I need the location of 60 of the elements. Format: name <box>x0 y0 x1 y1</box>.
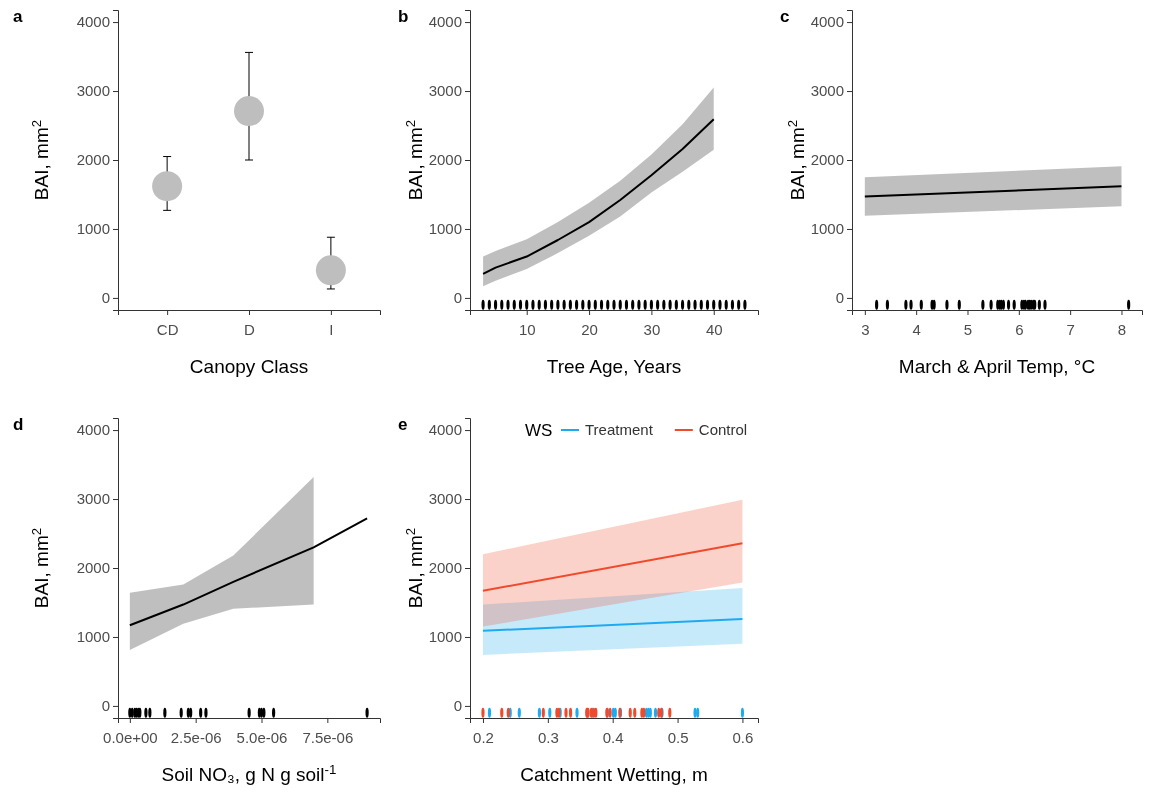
y-tick-label: 4000 <box>428 13 462 31</box>
legend-label: Control <box>698 421 748 438</box>
y-tick-label: 1000 <box>428 220 462 238</box>
y-tick-label: 1000 <box>428 628 462 646</box>
y-tick-label: 2000 <box>76 151 110 169</box>
x-tick-label: 30 <box>643 320 661 338</box>
x-tick-label: 0.3 <box>537 728 559 746</box>
x-tick-label: 0.0e+00 <box>103 728 158 746</box>
chart-title: d <box>13 415 24 434</box>
x-tick-label: 5.0e-06 <box>236 728 288 746</box>
y-tick-label: 4000 <box>810 13 844 31</box>
y-tick-label: 2000 <box>810 151 844 169</box>
legend-label: Treatment <box>585 421 654 438</box>
chart-title: c <box>780 7 790 26</box>
y-tick-label: 2000 <box>428 559 462 577</box>
x-tick-label: 40 <box>705 320 723 338</box>
x-tick-label: 0.2 <box>473 728 494 746</box>
x-tick-label: 4 <box>912 320 921 338</box>
x-axis-title: Catchment Wetting, m <box>520 764 708 785</box>
y-tick-label: 3000 <box>76 490 110 508</box>
x-tick-label: CD <box>156 320 179 338</box>
y-tick-label: 1000 <box>76 628 110 646</box>
y-tick-label: 3000 <box>428 490 462 508</box>
y-tick-label: 3000 <box>76 82 110 100</box>
y-tick-label: 4000 <box>428 421 462 439</box>
x-tick-label: 6 <box>1015 320 1024 338</box>
x-tick-label: 2.5e-06 <box>170 728 222 746</box>
y-tick-label: 0 <box>835 289 844 307</box>
y-tick-label: 0 <box>453 697 462 715</box>
y-tick-label: 3000 <box>428 82 462 100</box>
x-tick-label: I <box>329 320 334 338</box>
x-tick-label: 8 <box>1117 320 1127 338</box>
x-tick-label: 7 <box>1066 320 1075 338</box>
y-tick-label: 0 <box>453 289 462 307</box>
x-axis-title: March & April Temp, °C <box>898 356 1096 377</box>
chart-title: b <box>398 7 409 26</box>
y-tick-label: 3000 <box>810 82 844 100</box>
x-tick-label: 0.6 <box>732 728 754 746</box>
x-tick-label: 10 <box>518 320 536 338</box>
chart-title: e <box>398 415 408 434</box>
x-axis-title: Soil NO₃, g N g soil$^{-1}$ <box>161 761 337 785</box>
y-tick-label: 2000 <box>76 559 110 577</box>
legend-title: WS <box>525 421 553 440</box>
y-tick-label: 1000 <box>76 220 110 238</box>
y-tick-label: 0 <box>101 289 110 307</box>
x-tick-label: 20 <box>581 320 598 338</box>
y-tick-label: 2000 <box>428 151 462 169</box>
y-tick-label: 4000 <box>76 421 110 439</box>
x-tick-label: 0.4 <box>602 728 624 746</box>
chart-title: a <box>13 7 23 26</box>
x-tick-label: 5 <box>963 320 973 338</box>
y-tick-label: 1000 <box>810 220 844 238</box>
x-tick-label: 7.5e-06 <box>302 728 354 746</box>
x-tick-label: 3 <box>861 320 870 338</box>
y-tick-label: 4000 <box>76 13 110 31</box>
y-tick-label: 0 <box>101 697 110 715</box>
x-tick-label: 0.5 <box>667 728 689 746</box>
x-axis-title: Tree Age, Years <box>546 356 682 377</box>
x-tick-label: D <box>244 320 256 338</box>
x-axis-title: Canopy Class <box>189 356 309 377</box>
